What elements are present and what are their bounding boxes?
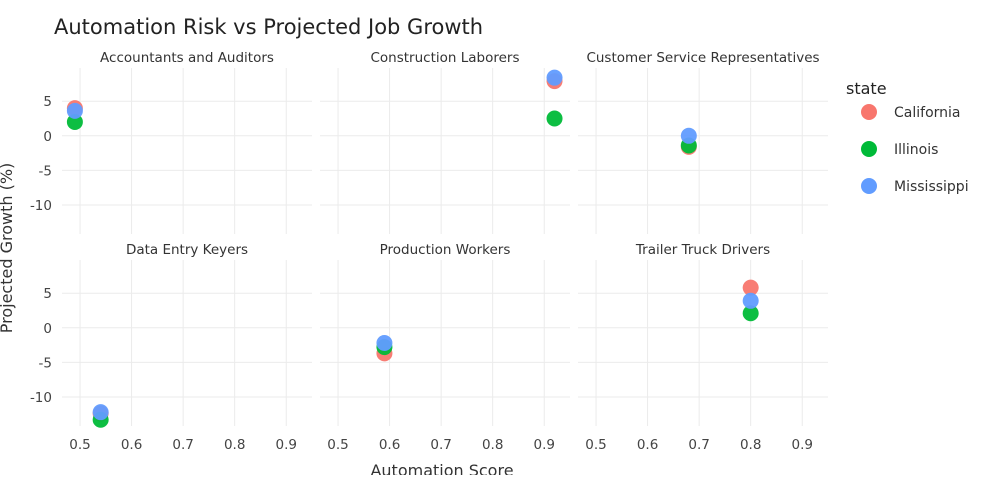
x-tick-label: 0.5	[327, 437, 348, 453]
facet-title-construction-laborers: Construction Laborers	[370, 50, 519, 66]
y-tick-label: -10	[30, 198, 52, 214]
point-data-entry-keyers-mississippi	[92, 404, 109, 421]
facet-accountants-and-auditors: Accountants and Auditors 5 0 -5 -10	[30, 50, 312, 234]
facet-title-customer-service-representatives: Customer Service Representatives	[586, 50, 819, 66]
x-tick-label: 0.9	[533, 437, 554, 453]
point-construction-laborers-illinois	[546, 110, 563, 127]
facet-data-entry-keyers: Data Entry Keyers 5 0 -5 -10 0.5 0.6 0.7 0.8 0.9	[30, 242, 312, 453]
y-tick-label: 5	[43, 94, 52, 110]
y-axis-label: Projected Growth (%)	[0, 163, 16, 334]
y-tick-label: 0	[43, 321, 52, 337]
x-tick-label: 0.7	[172, 437, 193, 453]
x-tick-label: 0.5	[585, 437, 606, 453]
x-axis-label: Automation Score	[370, 461, 513, 475]
x-tick-label: 0.8	[740, 437, 761, 453]
x-tick-label: 0.8	[482, 437, 503, 453]
facet-panels: Accountants and Auditors 5 0 -5 -10 Construct…	[30, 50, 828, 453]
point-customer-service-representatives-mississippi	[680, 127, 697, 144]
facet-title-data-entry-keyers: Data Entry Keyers	[126, 242, 248, 258]
y-tick-label: -5	[39, 355, 52, 371]
point-accountants-and-auditors-mississippi	[66, 102, 83, 119]
x-tick-label: 0.7	[688, 437, 709, 453]
point-accountants-and-auditors-illinois	[66, 113, 83, 130]
legend-marker-mississippi	[861, 178, 877, 194]
x-tick-label: 0.9	[275, 437, 296, 453]
y-tick-label: 5	[43, 286, 52, 302]
facet-construction-laborers: Construction Laborers	[320, 50, 570, 234]
x-tick-label: 0.7	[430, 437, 451, 453]
legend-title: state	[846, 79, 887, 98]
x-tick-label: 0.8	[224, 437, 245, 453]
facet-title-production-workers: Production Workers	[380, 242, 511, 258]
legend-label-illinois: Illinois	[894, 142, 938, 158]
point-trailer-truck-drivers-mississippi	[742, 292, 759, 309]
legend-marker-illinois	[861, 141, 877, 157]
point-trailer-truck-drivers-california	[742, 279, 759, 296]
facet-trailer-truck-drivers: Trailer Truck Drivers 0.5 0.6 0.7 0.8 0.9	[578, 242, 828, 453]
point-production-workers-mississippi	[376, 335, 393, 351]
y-tick-label: -10	[30, 390, 52, 406]
point-trailer-truck-drivers-illinois	[742, 305, 759, 322]
x-tick-label: 0.6	[379, 437, 400, 453]
legend-marker-california	[861, 104, 877, 120]
x-tick-label: 0.5	[69, 437, 90, 453]
chart-title: Automation Risk vs Projected Job Growth	[54, 15, 483, 39]
legend-label-california: California	[894, 105, 960, 121]
facet-customer-service-representatives: Customer Service Representatives	[578, 50, 828, 234]
x-tick-label: 0.6	[637, 437, 658, 453]
y-tick-label: -5	[39, 163, 52, 179]
legend: California Illinois Mississippi	[861, 104, 969, 195]
facet-title-accountants-and-auditors: Accountants and Auditors	[100, 50, 274, 66]
point-construction-laborers-mississippi	[546, 69, 563, 86]
x-tick-label: 0.6	[121, 437, 142, 453]
x-tick-label: 0.9	[791, 437, 812, 453]
facet-production-workers: Production Workers 0.5 0.6 0.7 0.8 0.9	[320, 242, 570, 453]
legend-label-mississippi: Mississippi	[894, 179, 969, 195]
y-tick-label: 0	[43, 129, 52, 145]
facet-title-trailer-truck-drivers: Trailer Truck Drivers	[635, 242, 770, 258]
